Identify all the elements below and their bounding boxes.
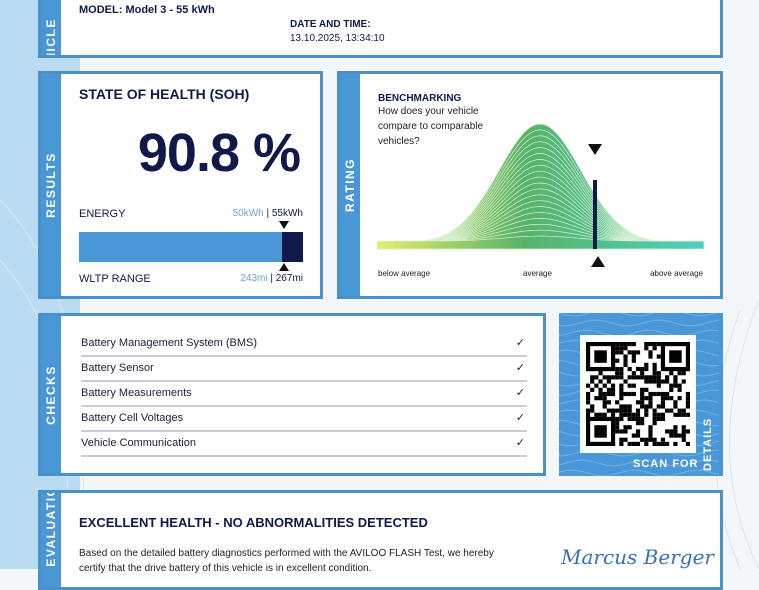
checkmark-icon: ✓ <box>515 362 525 374</box>
signature: Marcus Berger <box>561 545 714 569</box>
energy-current: 50kWh <box>232 208 264 219</box>
soh-bar <box>79 232 303 262</box>
vehicle-card: VEHICLE MODEL: Model 3 - 55 kWh DATE AND… <box>38 0 723 58</box>
checks-tab: CHECKS <box>41 316 61 473</box>
soh-value: 90.8 % <box>137 123 301 183</box>
scan-label: SCAN FOR <box>633 458 699 470</box>
check-row: Battery Cell Voltages ✓ <box>81 407 527 432</box>
benchmark-question-2: compare to comparable <box>378 121 484 132</box>
energy-values: 50kWh | 55kWh <box>233 208 303 219</box>
check-label: Battery Measurements <box>81 387 192 399</box>
benchmark-question-1: How does your vehicle <box>378 106 479 117</box>
vehicle-position-line <box>593 180 597 249</box>
qr-code[interactable] <box>580 335 696 453</box>
benchmark-title: BENCHMARKING <box>378 93 462 104</box>
results-card: RESULTS STATE OF HEALTH (SOH) 90.8 % ENE… <box>38 71 323 299</box>
label-average: average <box>523 269 552 278</box>
range-values: 243mi | 267mi <box>240 273 303 284</box>
energy-label: ENERGY <box>79 208 126 220</box>
evaluation-card: EVALUATION EXCELLENT HEALTH - NO ABNORMA… <box>38 490 723 590</box>
vehicle-tab: VEHICLE <box>41 0 61 55</box>
checks-card: CHECKS Battery Management System (BMS) ✓ B… <box>38 313 546 476</box>
checkmark-icon: ✓ <box>515 387 525 399</box>
date-label: DATE AND TIME: <box>290 19 371 30</box>
qr-code-image <box>586 342 690 446</box>
model-text: MODEL: Model 3 - 55 kWh <box>79 4 215 16</box>
curve-layer <box>377 235 705 250</box>
check-label: Battery Cell Voltages <box>81 412 184 424</box>
check-row: Battery Measurements ✓ <box>81 382 527 407</box>
details-label: DETAILS <box>702 417 714 471</box>
evaluation-title: EXCELLENT HEALTH - NO ABNORMALITIES DETE… <box>79 515 428 530</box>
check-row: Battery Management System (BMS) ✓ <box>81 332 527 357</box>
range-label: WLTP RANGE <box>79 273 151 285</box>
label-below-average: below average <box>378 269 431 278</box>
results-tab: RESULTS <box>41 74 61 296</box>
checkmark-icon: ✓ <box>515 437 525 449</box>
marker-down-icon <box>588 144 602 155</box>
marker-up-icon <box>279 263 289 271</box>
separator: | <box>267 273 276 284</box>
evaluation-tab: EVALUATION <box>41 493 61 587</box>
checkmark-icon: ✓ <box>515 337 525 349</box>
date-value: 13.10.2025, 13:34:10 <box>290 33 385 44</box>
marker-down-icon <box>279 221 289 229</box>
rating-card: RATING BENCHMARKING How does your vehicl… <box>337 71 723 299</box>
benchmark-curve <box>377 123 705 250</box>
benchmark-question-3: vehicles? <box>378 136 420 147</box>
marker-up-icon <box>591 256 605 267</box>
check-row: Vehicle Communication ✓ <box>81 432 527 457</box>
check-label: Vehicle Communication <box>81 437 196 449</box>
soh-title: STATE OF HEALTH (SOH) <box>79 86 250 102</box>
check-label: Battery Sensor <box>81 362 154 374</box>
separator: | <box>263 208 272 219</box>
check-label: Battery Management System (BMS) <box>81 337 258 349</box>
range-nominal: 267mi <box>275 273 303 284</box>
checkmark-icon: ✓ <box>515 412 525 424</box>
range-current: 243mi <box>240 273 268 284</box>
evaluation-text-1: Based on the detailed battery diagnostic… <box>79 548 494 559</box>
check-row: Battery Sensor ✓ <box>81 357 527 382</box>
label-above-average: above average <box>650 269 703 278</box>
qr-panel[interactable]: SCAN FOR DETAILS <box>559 313 723 476</box>
energy-nominal: 55kWh <box>271 208 303 219</box>
rating-tab: RATING <box>340 74 360 296</box>
soh-bar-remaining <box>282 232 303 262</box>
